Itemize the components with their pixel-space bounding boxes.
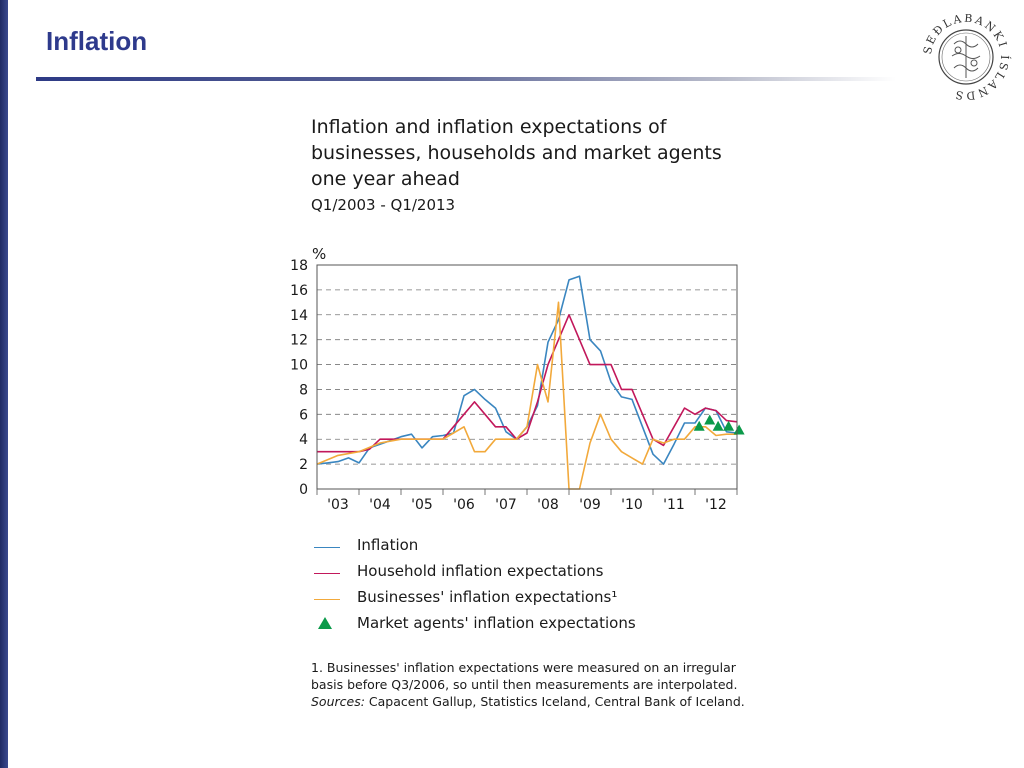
sources-line: Sources: Capacent Gallup, Statistics Ice… — [311, 693, 771, 710]
x-tick-label: '06 — [453, 497, 475, 513]
sources-lead: Sources: — [311, 694, 365, 709]
chart-title-line-1: Inflation and inflation expectations of — [311, 116, 667, 138]
market-expectation-marker — [712, 420, 724, 431]
chart-title-line-2: businesses, households and market agents — [311, 142, 722, 164]
x-tick-label: '04 — [369, 497, 391, 513]
svg-text:SEÐLABANKI ÍSLANDS: SEÐLABANKI ÍSLANDS — [921, 14, 1012, 100]
y-tick-label: 12 — [290, 333, 308, 349]
y-tick-label: 10 — [290, 358, 308, 374]
y-tick-label: 0 — [299, 482, 308, 498]
y-tick-label: 14 — [290, 308, 308, 324]
legend-swatch-household — [314, 573, 340, 574]
y-unit-label: % — [312, 245, 326, 263]
footnote: 1. Businesses' inflation expectations we… — [311, 659, 771, 710]
seal-text: SEÐLABANKI ÍSLANDS — [921, 14, 1010, 100]
series-lines — [316, 275, 738, 490]
series-line-household — [317, 314, 738, 453]
series-line-inflation — [316, 275, 738, 465]
x-tick-label: '11 — [663, 497, 685, 513]
x-tick-label: '12 — [705, 497, 727, 513]
chart-heading: Inflation and inflation expectations of … — [311, 114, 771, 216]
central-bank-seal-icon: SEÐLABANKI ÍSLANDS — [921, 14, 1012, 100]
market-expectation-marker — [733, 424, 745, 435]
x-tick-label: '07 — [495, 497, 517, 513]
legend-swatch-inflation — [314, 547, 340, 548]
title-underline — [36, 77, 896, 81]
x-axis-ticks: '03 '04 '05 '06 '07 '08 '09 '10 '11 '12 — [316, 489, 738, 513]
legend-label: Businesses' inflation expectations¹ — [357, 588, 618, 606]
plot-frame — [316, 264, 738, 490]
y-tick-label: 16 — [290, 283, 308, 299]
y-axis-ticks: 0 2 4 6 8 10 12 14 16 18 — [290, 258, 308, 498]
market-markers — [693, 414, 745, 435]
legend-label: Inflation — [357, 536, 419, 554]
series-line-businesses — [316, 301, 737, 490]
legend-swatch-businesses — [314, 599, 340, 600]
slide-title: Inflation — [46, 26, 148, 56]
y-tick-label: 2 — [299, 457, 308, 473]
footnote-line-1: 1. Businesses' inflation expectations we… — [311, 660, 736, 675]
x-tick-label: '08 — [537, 497, 559, 513]
x-tick-label: '09 — [579, 497, 601, 513]
market-expectation-marker — [704, 414, 716, 425]
x-tick-label: '10 — [621, 497, 643, 513]
y-tick-label: 18 — [290, 258, 308, 274]
footnote-line-2: basis before Q3/2006, so until then meas… — [311, 677, 738, 692]
left-accent-bar — [0, 0, 8, 768]
x-tick-label: '03 — [327, 497, 349, 513]
y-tick-label: 6 — [299, 407, 308, 423]
market-expectation-marker — [723, 420, 735, 431]
chart-period: Q1/2003 - Q1/2013 — [311, 196, 456, 214]
y-tick-label: 8 — [299, 382, 308, 398]
y-tick-label: 4 — [299, 432, 308, 448]
chart-title-line-3: one year ahead — [311, 168, 460, 190]
x-tick-label: '05 — [411, 497, 433, 513]
market-expectation-marker — [693, 420, 705, 431]
legend-label: Household inflation expectations — [357, 562, 604, 580]
sources-text: Capacent Gallup, Statistics Iceland, Cen… — [364, 694, 745, 709]
triangle-icon — [318, 617, 332, 629]
legend-label: Market agents' inflation expectations — [357, 614, 636, 632]
gridlines — [317, 289, 737, 465]
